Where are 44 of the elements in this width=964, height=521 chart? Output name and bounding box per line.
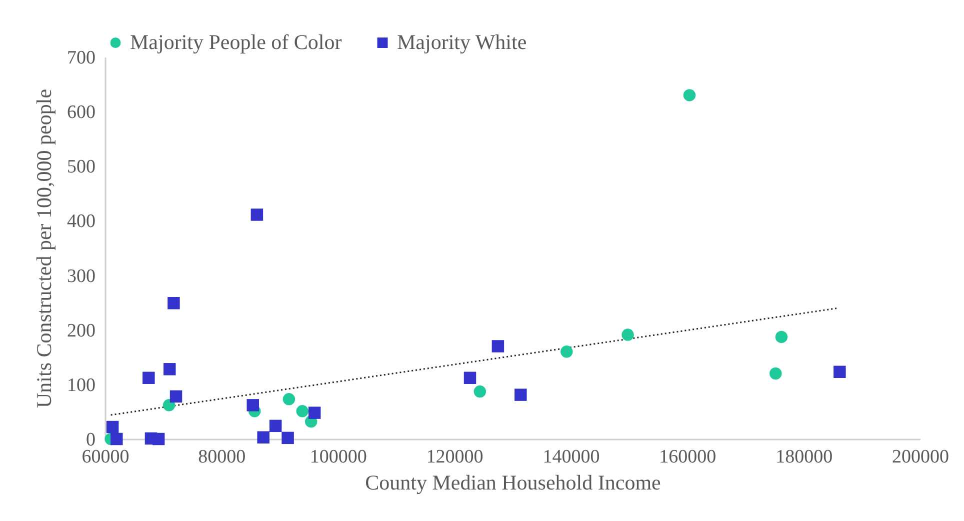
y-axis-title: Units Constructed per 100,000 people xyxy=(32,88,56,408)
x-axis-title: County Median Household Income xyxy=(365,470,661,494)
point xyxy=(170,390,182,403)
point xyxy=(257,431,270,444)
y-tick-label: 200 xyxy=(67,320,96,342)
y-tick-label: 300 xyxy=(67,266,96,287)
y-tick-label: 100 xyxy=(67,374,96,396)
point xyxy=(163,363,176,376)
y-tick-label: 700 xyxy=(67,48,96,68)
point xyxy=(560,346,573,358)
x-tick-label: 140000 xyxy=(542,446,600,468)
point xyxy=(142,372,155,384)
x-tick-label: 200000 xyxy=(892,446,949,468)
point xyxy=(296,405,308,418)
x-tick-label: 180000 xyxy=(776,446,833,468)
point xyxy=(474,385,486,398)
point xyxy=(775,330,788,344)
point xyxy=(282,432,294,444)
point xyxy=(282,393,296,406)
point xyxy=(106,420,119,434)
legend-label: Majority White xyxy=(397,30,527,54)
point xyxy=(168,296,180,310)
y-tick-label: 500 xyxy=(67,156,96,178)
point xyxy=(492,340,504,352)
point xyxy=(622,328,634,341)
point xyxy=(308,406,321,419)
point xyxy=(770,367,782,380)
point xyxy=(683,89,696,102)
point xyxy=(834,366,846,378)
point xyxy=(152,432,165,446)
point xyxy=(514,388,527,401)
y-tick-label: 400 xyxy=(67,211,96,232)
point xyxy=(250,208,264,221)
x-tick-label: 160000 xyxy=(659,446,716,468)
point xyxy=(269,420,282,432)
point xyxy=(162,399,176,412)
x-tick-label: 100000 xyxy=(310,446,367,468)
point xyxy=(246,399,259,412)
point xyxy=(110,432,123,446)
legend-label: Majority People of Color xyxy=(130,30,342,54)
point xyxy=(464,372,476,384)
x-tick-label: 80000 xyxy=(198,446,246,468)
x-tick-label: 120000 xyxy=(426,446,484,468)
y-tick-label: 600 xyxy=(67,102,96,124)
